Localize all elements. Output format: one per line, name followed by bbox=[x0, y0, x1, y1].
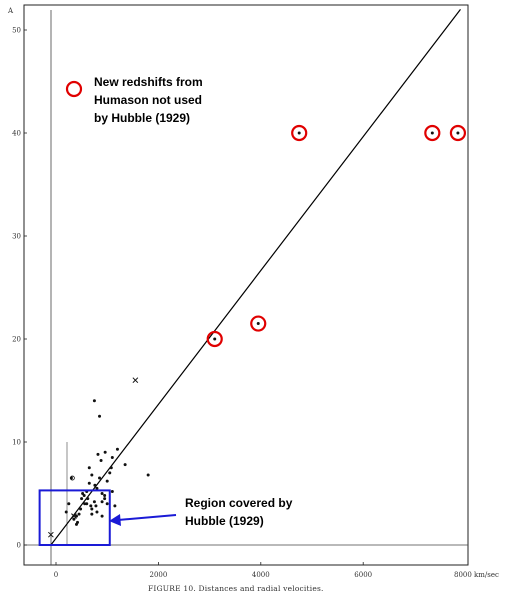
data-point-cross bbox=[71, 513, 77, 520]
data-point bbox=[100, 492, 104, 495]
data-point bbox=[72, 517, 76, 521]
data-point bbox=[456, 131, 460, 135]
box-annotation-line-1: Region covered by bbox=[185, 496, 293, 510]
data-point bbox=[87, 466, 91, 470]
data-point bbox=[297, 131, 301, 135]
data-point bbox=[110, 455, 114, 459]
data-point bbox=[98, 414, 102, 418]
data-point bbox=[95, 486, 99, 490]
data-point-cross bbox=[132, 377, 139, 384]
data-point bbox=[79, 507, 83, 511]
highlight-ring bbox=[449, 124, 467, 142]
data-point bbox=[100, 514, 104, 518]
data-point bbox=[76, 520, 80, 524]
data-point bbox=[115, 447, 119, 451]
data-points bbox=[48, 124, 467, 538]
highlight-ring bbox=[250, 315, 267, 332]
data-point bbox=[74, 514, 78, 518]
highlight-ring bbox=[291, 124, 308, 142]
x-tick-label: 2000 bbox=[149, 571, 167, 579]
data-point bbox=[80, 497, 84, 501]
region-box bbox=[38, 489, 111, 547]
data-point bbox=[98, 476, 102, 480]
highlight-ring bbox=[206, 330, 223, 348]
data-point bbox=[82, 494, 86, 498]
data-point bbox=[103, 450, 107, 454]
y-tick-label: 40 bbox=[12, 130, 21, 138]
fit-line bbox=[50, 9, 461, 546]
data-point bbox=[93, 483, 97, 487]
data-point bbox=[87, 481, 91, 485]
data-point bbox=[95, 510, 99, 514]
figure-caption: FIGURE 10. Distances and radial velociti… bbox=[148, 584, 324, 593]
data-point bbox=[92, 500, 96, 504]
data-point bbox=[81, 492, 85, 495]
data-point bbox=[103, 497, 107, 501]
data-point bbox=[108, 471, 112, 475]
legend-text-line-1: New redshifts from bbox=[94, 75, 203, 89]
data-point bbox=[105, 479, 109, 483]
x-unit-label: 8000 km/sec bbox=[454, 571, 499, 579]
data-point bbox=[96, 452, 100, 456]
data-point bbox=[94, 504, 98, 508]
highlight-ring bbox=[424, 124, 441, 142]
y-tick-label: 0 bbox=[17, 542, 21, 550]
y-tick-label: 50 bbox=[12, 27, 21, 35]
data-point bbox=[109, 466, 113, 470]
box-annotation: Region covered by Hubble (1929) bbox=[109, 496, 293, 528]
data-point bbox=[256, 322, 260, 326]
x-tick-label: 4000 bbox=[252, 571, 270, 579]
data-point-open bbox=[69, 475, 75, 481]
data-point bbox=[89, 504, 93, 508]
data-point bbox=[90, 507, 94, 511]
legend-text-line-3: by Hubble (1929) bbox=[94, 111, 190, 125]
data-point bbox=[90, 512, 94, 516]
legend-text-line-2: Humason not used bbox=[94, 93, 202, 107]
data-point bbox=[92, 399, 96, 403]
data-point bbox=[64, 510, 68, 514]
data-point bbox=[67, 502, 71, 506]
data-point bbox=[100, 500, 104, 504]
data-point bbox=[86, 497, 90, 501]
cross-stroke bbox=[71, 513, 77, 520]
legend-marker-icon bbox=[65, 80, 83, 98]
cross-stroke bbox=[132, 377, 139, 384]
data-point bbox=[99, 459, 103, 463]
legend: New redshifts from Humason not used by H… bbox=[65, 75, 203, 125]
data-point bbox=[77, 512, 81, 516]
y-tick-label: 20 bbox=[12, 336, 21, 344]
x-tick-label: 0 bbox=[54, 571, 58, 579]
data-point bbox=[123, 463, 127, 467]
axis-ticks: 0 2000 4000 6000 0 10 20 30 40 50 bbox=[12, 27, 372, 580]
plot-frame bbox=[23, 4, 469, 566]
data-point bbox=[105, 502, 109, 506]
data-point bbox=[83, 502, 87, 506]
cross-stroke bbox=[48, 531, 54, 538]
data-point bbox=[213, 337, 217, 341]
annotation-arrowhead-icon bbox=[109, 514, 121, 526]
data-point bbox=[430, 131, 434, 135]
y-tick-label: 10 bbox=[12, 439, 21, 447]
box-annotation-line-2: Hubble (1929) bbox=[185, 514, 264, 528]
data-point bbox=[103, 494, 107, 498]
data-point bbox=[113, 504, 117, 508]
y-tick-label: 30 bbox=[12, 233, 21, 241]
data-point-cross bbox=[48, 531, 54, 538]
data-point bbox=[146, 473, 150, 477]
annotation-arrow bbox=[117, 514, 177, 521]
y-axis-label: A bbox=[7, 7, 14, 15]
x-tick-label: 6000 bbox=[354, 571, 372, 579]
data-point bbox=[90, 473, 94, 477]
data-point bbox=[110, 489, 114, 493]
